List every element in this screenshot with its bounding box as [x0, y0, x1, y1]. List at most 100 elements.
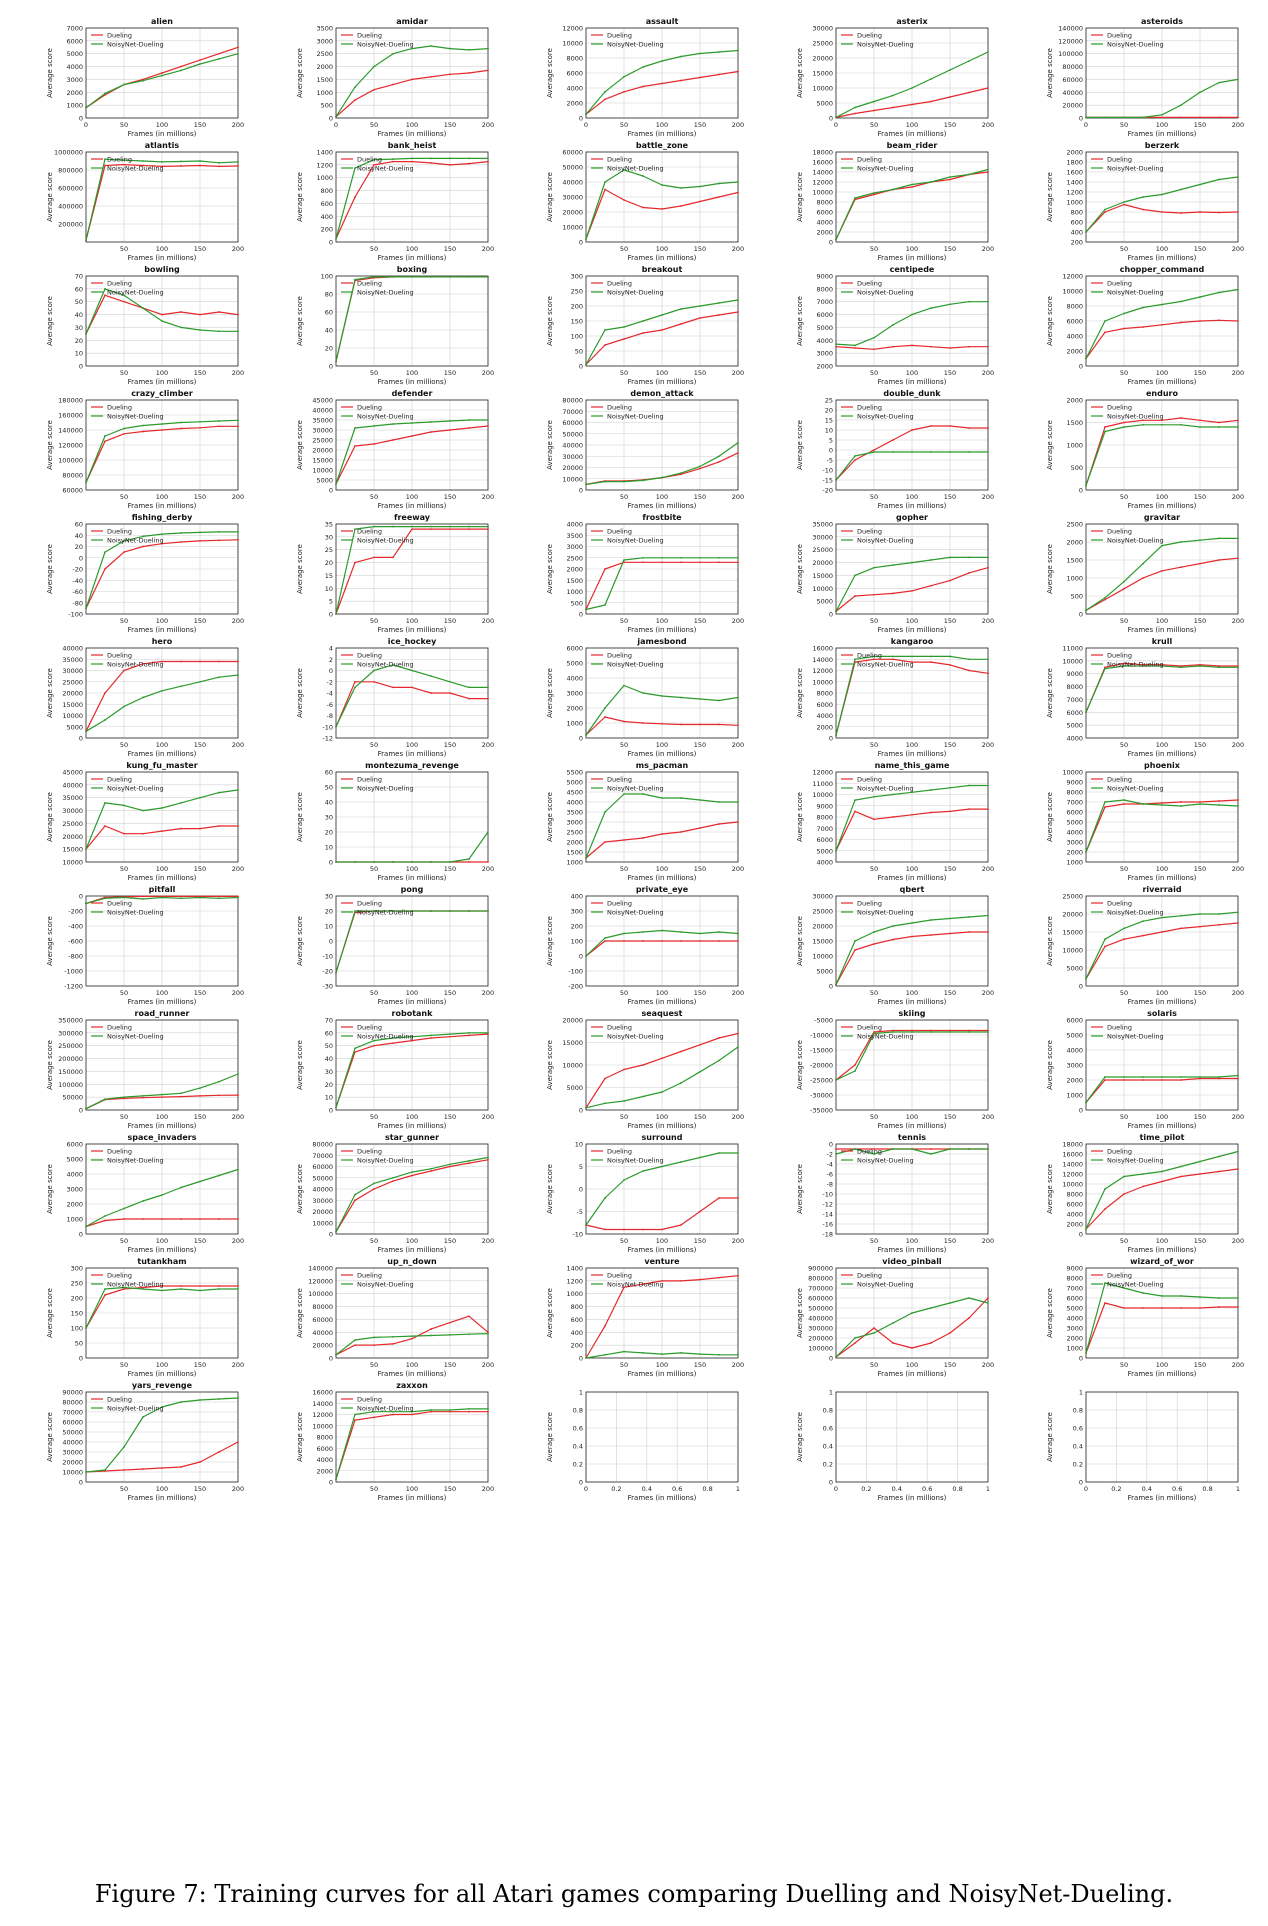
- data-point: [237, 419, 239, 422]
- x-tick-label: 50: [620, 741, 628, 749]
- y-tick-label: -80: [72, 599, 83, 607]
- data-point: [430, 276, 432, 278]
- plot-frame: [835, 1391, 989, 1483]
- data-point: [1218, 666, 1220, 669]
- data-point: [449, 1333, 451, 1336]
- x-tick-label: 50: [620, 1113, 628, 1121]
- y-tick-label: 0: [1079, 1107, 1083, 1115]
- data-point: [85, 1327, 87, 1329]
- y-tick-label: 0: [579, 1355, 583, 1363]
- data-point: [335, 1106, 337, 1109]
- y-tick-label: 40: [325, 327, 333, 335]
- data-point: [1142, 1076, 1144, 1078]
- chart-title: assault: [646, 17, 679, 26]
- x-tick-label: 200: [982, 741, 994, 749]
- data-point: [373, 1044, 375, 1047]
- data-point: [85, 332, 87, 335]
- plot-frame: [585, 1019, 739, 1111]
- y-tick-label: 6000: [1066, 809, 1083, 817]
- x-tick-label: 200: [732, 493, 744, 501]
- chart-panel-demon-attack: 0 10000 20000 30000 40000 50000 60000 70000 8000…: [510, 380, 750, 530]
- data-point: [161, 72, 163, 74]
- y-tick-label: 25000: [312, 437, 333, 445]
- y-tick-label: 4000: [1066, 1315, 1083, 1323]
- data-point: [661, 797, 663, 799]
- y-axis-label: Average score: [46, 420, 54, 470]
- data-point: [1104, 208, 1106, 211]
- y-tick-label: 400000: [58, 203, 83, 211]
- data-point: [411, 422, 413, 424]
- data-point: [680, 55, 682, 58]
- x-axis-label: Frames (in millions): [1128, 502, 1197, 510]
- data-point: [218, 660, 220, 663]
- chart-panel-hero: 0 5000 10000 15000 20000 25000 30000 35000 40000…: [10, 628, 250, 778]
- y-tick-label: -400: [68, 923, 83, 931]
- data-point: [1218, 1170, 1220, 1173]
- chart-panel-road-runner: 0 50000 100000 150000 200000 250000 300000 3500…: [10, 1000, 250, 1150]
- data-point: [411, 1335, 413, 1338]
- x-tick-label: 200: [482, 493, 494, 501]
- x-tick-label: 150: [694, 245, 706, 253]
- data-point: [987, 784, 989, 787]
- y-tick-label: 40000: [562, 179, 583, 187]
- data-point: [180, 1288, 182, 1290]
- y-axis-label: Average score: [46, 172, 54, 222]
- data-point: [623, 720, 625, 723]
- plot-frame: [835, 895, 989, 987]
- x-tick-label: 100: [1156, 369, 1168, 377]
- data-point: [468, 525, 470, 528]
- y-tick-label: 0.6: [1073, 1425, 1083, 1433]
- chart-svg: 0200040006000800010000120001400016000180…: [796, 141, 994, 262]
- data-point: [335, 971, 337, 974]
- x-axis-label: Frames (in millions): [878, 1122, 947, 1130]
- data-point: [835, 734, 837, 737]
- data-point: [968, 1148, 970, 1150]
- data-point: [1123, 799, 1125, 801]
- data-point: [449, 276, 451, 278]
- y-axis-label: Average score: [46, 668, 54, 718]
- chart-panel-amidar: 0 500 1000 1500 2000 2500 3000 3500 0 50 100 150 200…: [260, 8, 500, 158]
- data-point: [892, 592, 894, 595]
- data-point: [1180, 321, 1182, 324]
- data-point: [104, 92, 106, 95]
- data-point: [1180, 116, 1182, 119]
- data-point: [449, 73, 451, 76]
- x-axis-label: Frames (in millions): [1128, 1494, 1197, 1502]
- data-point: [949, 425, 951, 427]
- data-point: [604, 1197, 606, 1199]
- data-point: [468, 1034, 470, 1037]
- chart-panel-montezuma-revenge: 0 10 20 30 40 50 60 50 100 150 200 Dueling NoisyNet-…: [260, 752, 500, 902]
- y-tick-label: 140000: [58, 427, 83, 435]
- chart-panel-star-gunner: 0 10000 20000 30000 40000 50000 60000 70000 8000…: [260, 1124, 500, 1274]
- data-point: [680, 831, 682, 833]
- data-point: [968, 931, 970, 933]
- data-point: [718, 460, 720, 463]
- data-point: [623, 90, 625, 93]
- data-point: [237, 660, 239, 663]
- y-tick-label: 3500: [566, 532, 583, 540]
- data-point: [1218, 537, 1220, 540]
- y-tick-label: 2: [329, 656, 333, 664]
- data-point: [680, 1161, 682, 1163]
- data-point: [873, 192, 875, 194]
- data-point: [873, 449, 875, 451]
- y-tick-label: 0: [79, 1231, 83, 1239]
- y-tick-label: 30000: [62, 807, 83, 815]
- x-axis-label: Frames (in millions): [378, 1494, 447, 1502]
- y-tick-label: 250000: [58, 1042, 83, 1050]
- data-point: [123, 1207, 125, 1210]
- y-tick-label: 60000: [562, 419, 583, 427]
- data-point: [1199, 1173, 1201, 1175]
- y-tick-label: 0: [79, 735, 83, 743]
- y-tick-label: 10000: [312, 1422, 333, 1430]
- chart-title: yars_revenge: [132, 1381, 193, 1390]
- y-tick-label: 300: [71, 1265, 83, 1273]
- data-point: [1237, 116, 1239, 119]
- chart-panel-bank-heist: 0 200 400 600 800 1000 1200 1400 50 100 150 200 Duel…: [260, 132, 500, 282]
- data-point: [487, 686, 489, 689]
- y-tick-label: 5000: [566, 660, 583, 668]
- data-point: [1180, 541, 1182, 543]
- y-tick-label: 40: [325, 1055, 333, 1063]
